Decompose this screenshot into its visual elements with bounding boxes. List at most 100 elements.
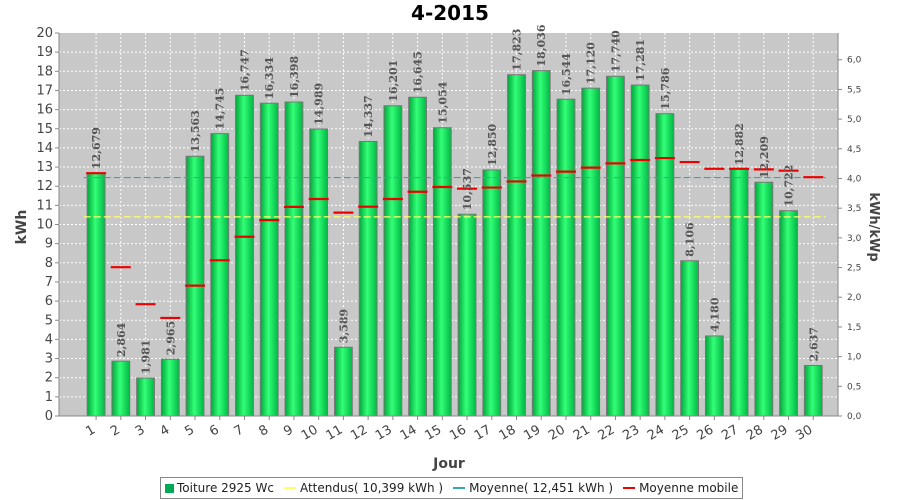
bar-value-label: 2,637 bbox=[807, 327, 820, 361]
y-tick-label: 18 bbox=[36, 64, 53, 79]
y-right-tick-label: 6,0 bbox=[847, 56, 862, 66]
bar bbox=[606, 75, 625, 417]
x-tick-label: 10 bbox=[299, 422, 321, 443]
bar-value-label: 17,281 bbox=[634, 39, 647, 81]
y-tick-label: 12 bbox=[36, 179, 53, 194]
y-right-tick-label: 5,5 bbox=[847, 85, 861, 95]
bar bbox=[358, 140, 378, 417]
x-tick-label: 18 bbox=[497, 422, 519, 443]
bar bbox=[333, 346, 353, 417]
bar-value-label: 2,965 bbox=[164, 321, 177, 355]
bar bbox=[235, 94, 254, 417]
legend-swatch-production bbox=[165, 483, 174, 493]
x-tick-label: 2 bbox=[108, 422, 123, 439]
bar-value-label: 12,679 bbox=[90, 127, 103, 169]
y-tick-label: 7 bbox=[45, 275, 53, 290]
x-tick-label: 3 bbox=[133, 422, 148, 439]
bar bbox=[457, 213, 477, 417]
y-tick-label: 17 bbox=[36, 83, 53, 98]
bar-value-label: 2,864 bbox=[115, 322, 128, 357]
x-tick-label: 26 bbox=[695, 422, 717, 443]
x-tick-label: 24 bbox=[645, 422, 667, 443]
bar-value-label: 17,120 bbox=[585, 42, 598, 84]
y-right-tick-label: 4,0 bbox=[847, 174, 862, 184]
x-tick-label: 5 bbox=[182, 422, 197, 439]
x-tick-label: 8 bbox=[257, 422, 272, 439]
legend-item-expected: Attendus( 10,399 kWh ) bbox=[283, 481, 444, 495]
bar-value-label: 4,180 bbox=[708, 297, 721, 332]
x-tick-label: 14 bbox=[398, 422, 420, 443]
legend-label-moving-average: Moyenne mobile bbox=[639, 481, 739, 495]
y-right-tick-label: 1,0 bbox=[847, 353, 862, 363]
bar bbox=[507, 74, 526, 417]
bar bbox=[803, 365, 823, 417]
y-tick-label: 11 bbox=[36, 198, 53, 213]
x-tick-label: 27 bbox=[719, 422, 741, 443]
bar-value-label: 1,981 bbox=[140, 340, 153, 374]
bar bbox=[408, 96, 427, 417]
bar-value-label: 17,740 bbox=[609, 30, 622, 72]
y-tick-label: 1 bbox=[45, 390, 53, 405]
x-tick-label: 28 bbox=[744, 422, 766, 443]
x-tick-label: 6 bbox=[207, 422, 222, 439]
bar bbox=[556, 98, 576, 417]
bar bbox=[779, 210, 798, 417]
bar-value-label: 16,334 bbox=[263, 57, 276, 99]
y-tick-label: 14 bbox=[36, 141, 53, 156]
bar-value-label: 13,563 bbox=[189, 110, 202, 152]
x-tick-label: 1 bbox=[83, 422, 98, 439]
y-right-tick-label: 2,5 bbox=[847, 264, 861, 274]
x-tick-label: 20 bbox=[546, 422, 568, 443]
bar-value-label: 15,054 bbox=[436, 81, 449, 123]
bar bbox=[531, 70, 551, 417]
bar-value-label: 3,589 bbox=[337, 309, 350, 343]
bar bbox=[383, 105, 403, 417]
legend-item-average: Moyenne( 12,451 kWh ) bbox=[453, 481, 613, 495]
legend-swatch-expected bbox=[283, 487, 296, 489]
y-tick-label: 19 bbox=[36, 45, 53, 60]
x-tick-label: 11 bbox=[324, 422, 346, 443]
bar-value-label: 10,537 bbox=[461, 168, 474, 210]
x-tick-label: 22 bbox=[596, 422, 618, 443]
bar-value-label: 14,337 bbox=[362, 95, 375, 137]
bar bbox=[259, 102, 279, 417]
legend-label-expected: Attendus( 10,399 kWh ) bbox=[299, 481, 444, 495]
bar-value-label: 15,786 bbox=[659, 67, 672, 109]
y-right-tick-label: 0,5 bbox=[847, 382, 861, 392]
y-axis-label-right: kWh/kWp bbox=[866, 192, 881, 261]
bar bbox=[309, 128, 329, 417]
legend-label-production: Toiture 2925 Wc bbox=[177, 481, 274, 495]
bar-value-label: 10,722 bbox=[783, 165, 796, 207]
y-right-tick-label: 3,5 bbox=[847, 204, 861, 214]
y-tick-label: 0 bbox=[45, 409, 53, 424]
x-tick-label: 23 bbox=[620, 422, 642, 443]
bar-value-label: 14,745 bbox=[214, 88, 227, 130]
x-tick-label: 4 bbox=[158, 422, 173, 439]
x-tick-label: 12 bbox=[348, 422, 370, 443]
bar-value-label: 16,645 bbox=[412, 51, 425, 93]
y-tick-label: 4 bbox=[45, 332, 53, 347]
y-tick-label: 3 bbox=[45, 352, 53, 367]
x-tick-label: 7 bbox=[232, 422, 247, 439]
y-axis-label: kWh bbox=[14, 210, 30, 245]
y-tick-label: 15 bbox=[36, 122, 53, 137]
x-tick-label: 21 bbox=[571, 422, 593, 443]
bar bbox=[630, 84, 650, 417]
y-right-tick-label: 0,0 bbox=[847, 412, 862, 422]
y-tick-label: 6 bbox=[45, 294, 53, 309]
bar-value-label: 12,209 bbox=[758, 136, 771, 178]
y-tick-label: 8 bbox=[45, 256, 53, 271]
y-tick-label: 9 bbox=[45, 237, 53, 252]
bar-value-label: 12,850 bbox=[486, 123, 499, 165]
legend-swatch-moving-average bbox=[623, 487, 636, 489]
bar-value-label: 16,201 bbox=[387, 60, 400, 102]
bar bbox=[482, 169, 502, 417]
y-tick-label: 20 bbox=[36, 26, 53, 41]
bar bbox=[136, 377, 155, 417]
bar bbox=[210, 133, 230, 417]
y-right-tick-label: 1,5 bbox=[847, 323, 861, 333]
y-tick-label: 5 bbox=[45, 313, 53, 328]
legend: Toiture 2925 Wc Attendus( 10,399 kWh ) M… bbox=[160, 477, 744, 499]
x-axis-label: Jour bbox=[432, 456, 465, 472]
